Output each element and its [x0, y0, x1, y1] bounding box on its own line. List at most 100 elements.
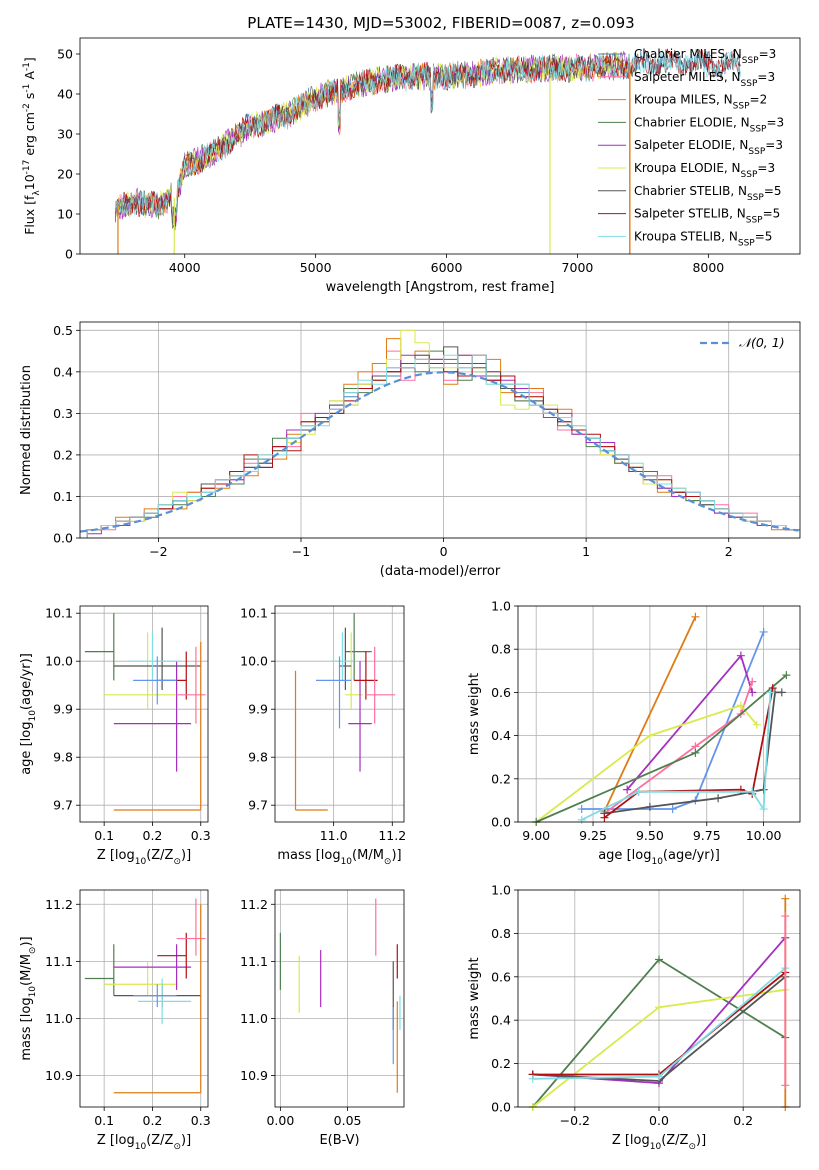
weight_vs_age-xtick-label: 9.50 — [636, 828, 664, 843]
spectrum-line-salpeter_stelib — [115, 48, 741, 225]
weight_vs_Z-xtick-label: 0.0 — [649, 1113, 669, 1128]
spectrum-panel: 4000 5000 6000 7000 8000 0 10 20 30 40 50 Flux [fλ1… — [22, 37, 801, 295]
spectrum-line-chabrier_stelib — [115, 49, 741, 231]
weight-marker-chabrier_stelib — [759, 785, 768, 794]
weight-vs-age-panel: 9.00 9.25 9.50 9.75 10.00 0.0 0.2 0.4 0.6 0.8 1.0 m… — [467, 599, 801, 867]
spectrum-legend-label: Salpeter STELIB, NSSP=5 — [634, 207, 780, 226]
weight_vs_age-xlabel: age [log10(age/yr)] — [598, 848, 720, 867]
mass_vs_ebv-ytick-label: 11.1 — [240, 954, 268, 969]
weight-marker-chabrier_elodie — [655, 955, 663, 964]
weight-marker-salpeter_miles — [781, 1081, 790, 1090]
age_vs_mass-ytick-label: 9.7 — [248, 798, 268, 813]
weight-marker-kroupa_elodie — [752, 720, 761, 729]
weight-marker-blue_extra — [577, 805, 586, 814]
mass_vs_Z-ytick-label: 11.2 — [45, 897, 73, 912]
weight_vs_age-frame — [517, 605, 801, 823]
spectrum-legend-label: Salpeter MILES, NSSP=3 — [634, 70, 775, 89]
weight-marker-salpeter_miles — [781, 912, 790, 921]
spectrum-xlabel: wavelength [Angstrom, rest frame] — [326, 280, 555, 295]
age_vs_Z-frame — [79, 605, 209, 823]
figure-title: PLATE=1430, MJD=53002, FIBERID=0087, z=0… — [247, 14, 634, 32]
age_vs_Z-ytick-label: 10.0 — [45, 654, 73, 669]
age_vs_mass-ytick-label: 10.1 — [240, 606, 268, 621]
mass_vs_Z-ytick-label: 11.0 — [45, 1011, 73, 1026]
weight_vs_age-xtick-label: 9.25 — [579, 828, 607, 843]
age_vs_mass-xlabel: mass [log10(M/M⊙)] — [277, 848, 401, 867]
age_vs_mass-xtick-label: 11.2 — [378, 828, 406, 843]
spectrum-xtick-label: 8000 — [692, 260, 724, 275]
spectrum-xtick-label: 5000 — [300, 260, 332, 275]
weight-marker-chabrier_elodie — [782, 671, 791, 680]
residuals-ytick-label: 0.5 — [53, 323, 73, 338]
mass-vs-ebv-panel: 0.00 0.05 10.9 11.0 11.1 11.2 E(B-V) — [240, 889, 405, 1148]
mass_vs_ebv-ytick-label: 10.9 — [240, 1068, 268, 1083]
mass_vs_Z-xtick-label: 0.1 — [94, 1113, 114, 1128]
residuals-xtick-label: 0 — [440, 544, 448, 559]
weight-marker-kroupa_stelib — [577, 815, 586, 824]
weight-marker-kroupa_stelib — [748, 787, 757, 796]
mass_vs_Z-ylabel: mass [log10(M/M⊙)] — [19, 936, 38, 1060]
residuals-ylabel: Normed distribution — [19, 365, 34, 495]
residuals-xtick-label: −1 — [292, 544, 310, 559]
age_vs_Z-ytick-label: 9.8 — [53, 750, 73, 765]
residuals-ytick-label: 0.3 — [53, 406, 73, 421]
weight-marker-salpeter_stelib — [768, 684, 777, 693]
spectrum-ytick-label: 40 — [57, 87, 73, 102]
spectrum-legend-label: Salpeter ELODIE, NSSP=3 — [634, 138, 783, 157]
weight-marker-kroupa_miles — [781, 894, 790, 903]
age_vs_mass-ytick-label: 10.0 — [240, 654, 268, 669]
spectrum-ytick-label: 30 — [57, 127, 73, 142]
age_vs_Z-xlabel: Z [log10(Z/Z⊙)] — [97, 848, 191, 867]
mass_vs_Z-xlabel: Z [log10(Z/Z⊙)] — [97, 1133, 191, 1152]
weight_vs_age-xtick-label: 10.00 — [746, 828, 782, 843]
residuals-panel: −2 −1 0 1 2 0.0 0.1 0.2 0.3 0.4 0.5 Normed distribu… — [19, 321, 801, 579]
weight_vs_Z-ytick-label: 1.0 — [491, 883, 511, 898]
spectrum-legend-label: Kroupa MILES, NSSP=2 — [634, 93, 767, 112]
weight-marker-kroupa_stelib — [528, 1074, 537, 1083]
age_vs_mass-frame — [274, 605, 405, 823]
weight-marker-salpeter_elodie — [748, 688, 757, 697]
spectrum-xtick-label: 4000 — [169, 260, 201, 275]
residuals-ytick-label: 0.2 — [53, 447, 73, 462]
weight-marker-blue_extra — [668, 805, 677, 814]
weight_vs_Z-xtick-label: −0.2 — [560, 1113, 590, 1128]
weight-marker-kroupa_stelib — [766, 688, 775, 697]
mass_vs_Z-xtick-label: 0.3 — [191, 1113, 211, 1128]
weight-marker-kroupa_elodie — [655, 1003, 663, 1012]
weight-marker-chabrier_stelib — [714, 794, 723, 803]
spectrum-frame — [79, 37, 801, 255]
histogram-kroupa_stelib — [86, 354, 800, 538]
weight-marker-kroupa_elodie — [736, 701, 745, 710]
weight_vs_Z-ylabel: mass weight — [467, 957, 482, 1039]
age_vs_Z-ytick-label: 10.1 — [45, 606, 73, 621]
weight_vs_age-ytick-label: 0.2 — [491, 771, 511, 786]
weight-marker-salpeter_miles — [748, 677, 757, 686]
weight-marker-chabrier_stelib — [777, 688, 786, 697]
spectrum-legend-label: Chabrier ELODIE, NSSP=3 — [634, 115, 784, 134]
mass_vs_ebv-xtick-label: 0.05 — [334, 1113, 362, 1128]
weight-marker-salpeter_stelib — [600, 813, 609, 822]
spectrum-ytick-label: 50 — [57, 47, 73, 62]
age_vs_Z-ylabel: age [log10(age/yr)] — [19, 653, 38, 775]
weight-marker-kroupa_elodie — [645, 731, 654, 740]
mass_vs_ebv-frame — [274, 889, 405, 1108]
weight-line-kroupa_elodie — [535, 704, 758, 823]
spectrum-legend-label: Chabrier MILES, NSSP=3 — [634, 47, 776, 66]
weight-line-salpeter_miles — [603, 681, 754, 815]
weight-marker-kroupa_stelib — [634, 787, 643, 796]
spectrum-legend-label: Chabrier STELIB, NSSP=5 — [634, 184, 782, 203]
spectrum-legend-label: Kroupa STELIB, NSSP=5 — [634, 229, 772, 248]
age_vs_Z-xtick-label: 0.2 — [143, 828, 163, 843]
age_vs_Z-xtick-label: 0.3 — [191, 828, 211, 843]
weight-marker-blue_extra — [759, 627, 768, 636]
weight_vs_Z-ytick-label: 0.0 — [491, 1100, 511, 1115]
weight-vs-z-panel: −0.2 0.0 0.2 0.0 0.2 0.4 0.6 0.8 1.0 mass weight Z… — [467, 883, 801, 1152]
mass_vs_Z-frame — [79, 889, 209, 1108]
weight-marker-kroupa_stelib — [759, 805, 768, 814]
residuals-frame — [79, 321, 801, 539]
mass_vs_ebv-ytick-label: 11.2 — [240, 897, 268, 912]
weight_vs_age-ytick-label: 0.6 — [491, 685, 511, 700]
age_vs_mass-ytick-label: 9.8 — [248, 750, 268, 765]
residuals-xtick-label: 2 — [725, 544, 733, 559]
